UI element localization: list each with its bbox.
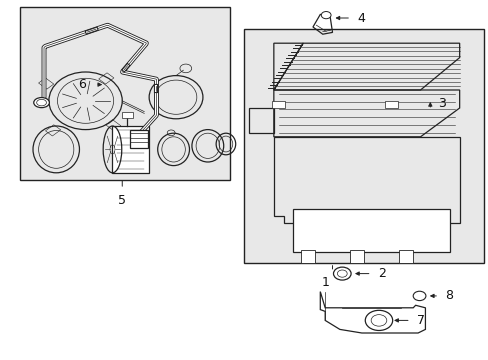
- Text: 5: 5: [118, 194, 126, 207]
- Bar: [39, 78, 54, 89]
- Bar: [349, 250, 364, 263]
- Bar: [105, 120, 121, 131]
- Text: 1: 1: [321, 276, 328, 289]
- Bar: [112, 126, 149, 173]
- Bar: [398, 250, 412, 263]
- Bar: [300, 250, 315, 263]
- Bar: [384, 101, 397, 108]
- Bar: [99, 73, 114, 84]
- Bar: [45, 125, 61, 136]
- Text: 4: 4: [356, 12, 364, 24]
- Bar: [122, 112, 133, 118]
- Text: 3: 3: [437, 97, 445, 110]
- Ellipse shape: [34, 98, 49, 108]
- Circle shape: [365, 310, 392, 330]
- Bar: [293, 209, 449, 252]
- Circle shape: [333, 267, 350, 280]
- Text: 8: 8: [445, 289, 452, 302]
- Bar: [20, 7, 229, 180]
- Circle shape: [321, 12, 330, 19]
- Text: 2: 2: [377, 267, 385, 280]
- Text: 7: 7: [416, 314, 424, 327]
- Bar: [272, 101, 285, 108]
- Circle shape: [412, 291, 425, 301]
- Text: 6: 6: [78, 78, 85, 91]
- Bar: [244, 29, 483, 263]
- Bar: [129, 130, 148, 148]
